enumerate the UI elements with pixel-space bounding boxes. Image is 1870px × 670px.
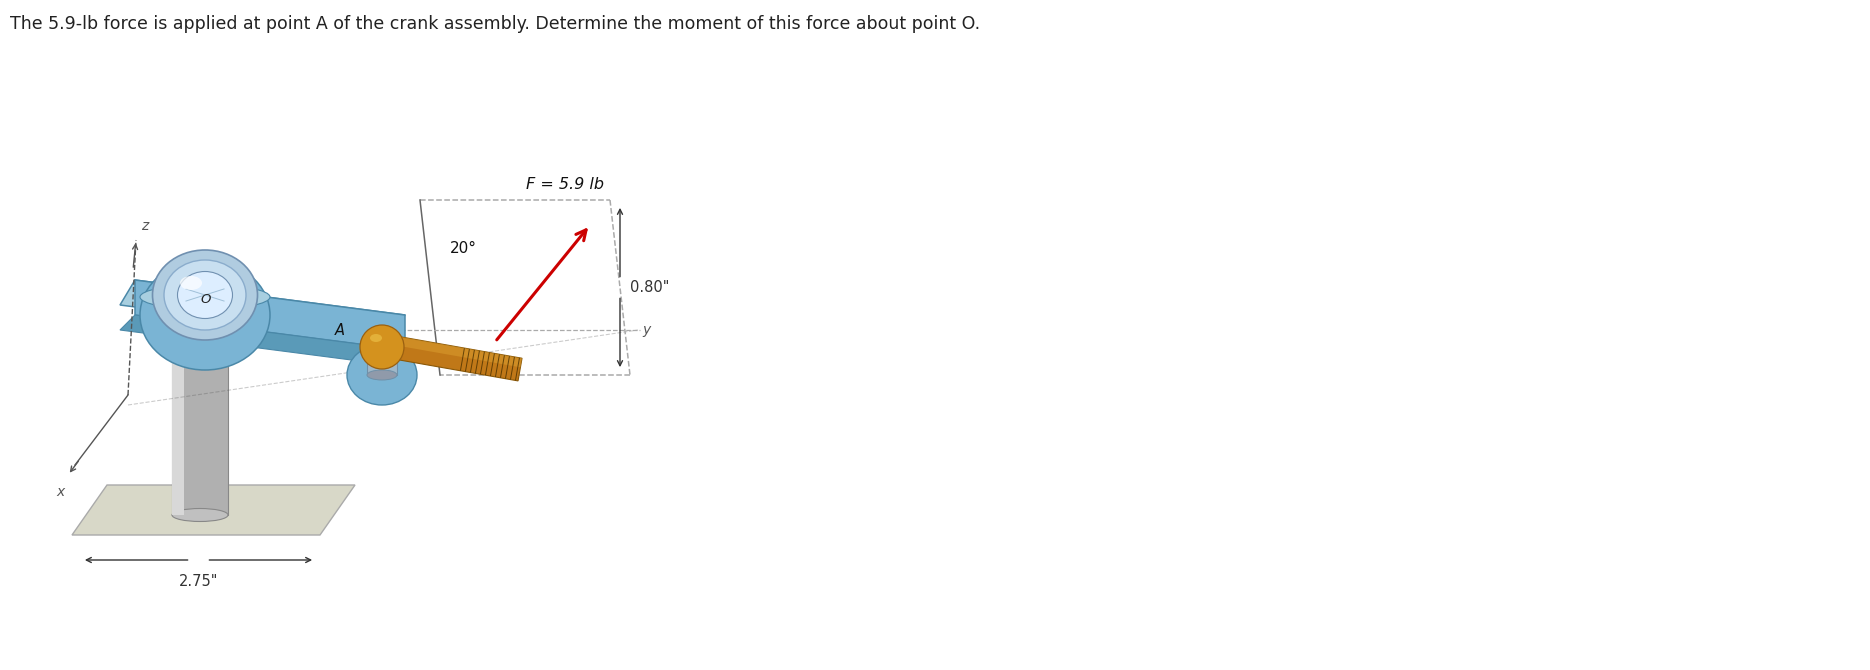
Ellipse shape	[370, 334, 381, 342]
Text: F = 5.9 lb: F = 5.9 lb	[525, 177, 604, 192]
Ellipse shape	[180, 276, 202, 290]
Ellipse shape	[172, 509, 228, 521]
Polygon shape	[73, 485, 355, 535]
Polygon shape	[120, 280, 406, 340]
Ellipse shape	[153, 250, 258, 340]
Text: 2.75": 2.75"	[180, 574, 219, 589]
Text: The 5.9-lb force is applied at point A of the crank assembly. Determine the mome: The 5.9-lb force is applied at point A o…	[9, 15, 980, 33]
Polygon shape	[393, 336, 522, 367]
Polygon shape	[367, 353, 396, 375]
Polygon shape	[391, 336, 522, 381]
Ellipse shape	[361, 325, 404, 369]
Text: 0.80": 0.80"	[630, 280, 669, 295]
Ellipse shape	[348, 345, 417, 405]
Polygon shape	[172, 360, 183, 515]
Text: A: A	[335, 322, 344, 338]
Text: O: O	[200, 293, 211, 306]
Polygon shape	[135, 280, 406, 350]
Ellipse shape	[367, 370, 396, 380]
Text: 20°: 20°	[451, 241, 477, 255]
Text: z: z	[140, 219, 148, 233]
Ellipse shape	[165, 260, 247, 330]
Ellipse shape	[178, 271, 232, 318]
Polygon shape	[120, 315, 406, 365]
Text: y: y	[641, 323, 651, 337]
Ellipse shape	[140, 285, 269, 310]
Polygon shape	[172, 360, 228, 515]
Ellipse shape	[140, 260, 269, 370]
Ellipse shape	[172, 354, 228, 366]
Ellipse shape	[367, 348, 396, 358]
Text: x: x	[56, 485, 64, 499]
